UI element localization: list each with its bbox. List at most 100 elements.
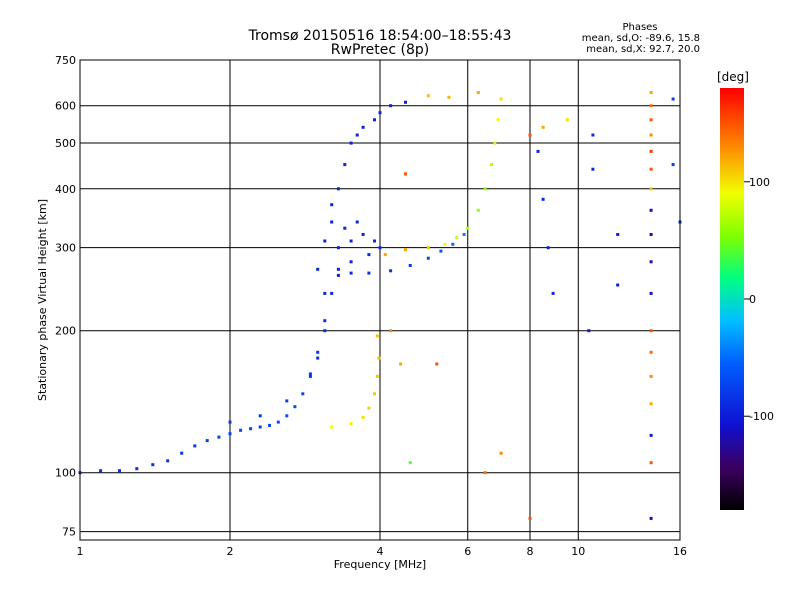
data-point: [528, 133, 532, 137]
data-point: [649, 118, 653, 122]
data-point: [375, 374, 379, 378]
data-point: [349, 271, 353, 275]
data-point: [439, 249, 443, 253]
data-point: [447, 95, 451, 99]
chart-subtitle: RwPretec (8p): [330, 42, 430, 58]
data-point: [377, 356, 381, 360]
y-tick-label: 100: [55, 467, 76, 480]
x-axis-label: Frequency [MHz]: [334, 558, 426, 571]
data-point: [649, 461, 653, 465]
data-point: [404, 100, 407, 104]
y-tick-label: 600: [55, 100, 76, 113]
data-point: [258, 425, 262, 429]
data-point: [343, 226, 347, 230]
data-point: [591, 133, 595, 137]
data-point: [476, 91, 480, 94]
y-tick-label: 400: [55, 183, 76, 196]
data-point: [389, 329, 393, 333]
data-point: [373, 118, 376, 122]
data-point: [404, 172, 407, 176]
data-point: [336, 273, 340, 277]
plot-frame: [79, 59, 681, 541]
data-point: [301, 392, 305, 396]
data-point: [649, 167, 653, 171]
data-point: [355, 220, 359, 224]
data-point: [649, 233, 653, 236]
data-point: [671, 97, 675, 101]
data-point: [330, 291, 334, 295]
data-point: [649, 329, 653, 333]
x-tick-label: 2: [227, 545, 234, 558]
data-point: [383, 253, 387, 257]
data-point: [649, 187, 653, 191]
colorbar-ticks: 100 0 -100: [744, 176, 774, 423]
data-point: [336, 187, 340, 191]
data-point: [528, 516, 532, 520]
data-point: [671, 163, 675, 167]
data-point: [276, 420, 280, 424]
data-point: [499, 97, 503, 101]
data-point: [496, 118, 500, 122]
data-point: [361, 415, 365, 419]
colorbar-tick-label: 100: [749, 176, 770, 189]
colorbar-unit: [deg]: [717, 70, 749, 84]
data-point: [649, 208, 653, 212]
data-point: [649, 516, 653, 520]
data-point: [483, 187, 487, 191]
data-point: [285, 399, 289, 403]
data-point: [249, 427, 253, 431]
data-point: [616, 233, 620, 236]
data-point: [285, 414, 289, 418]
data-point: [293, 405, 297, 409]
y-tick-labels: 75 100 200 300 400 500 600 750: [55, 54, 76, 539]
x-tick-labels: 1 2 4 6 8 10 16: [77, 545, 688, 558]
data-point: [499, 451, 503, 455]
y-tick-label: 300: [55, 242, 76, 255]
x-tick-label: 10: [571, 545, 585, 558]
y-tick-label: 500: [55, 137, 76, 150]
x-tick-label: 1: [77, 545, 84, 558]
data-point: [349, 260, 353, 264]
data-point: [316, 267, 320, 271]
data-point: [180, 451, 184, 455]
data-point: [316, 356, 320, 360]
data-point: [336, 246, 340, 250]
data-point: [316, 350, 320, 354]
stats-o-mode: mean, sd,O: -89.6, 15.8: [581, 33, 700, 44]
data-point: [649, 91, 653, 94]
data-point: [649, 402, 653, 406]
data-point: [330, 425, 334, 429]
data-point: [399, 362, 403, 366]
x-tick-label: 16: [673, 545, 687, 558]
data-point: [349, 239, 353, 243]
data-point: [330, 220, 334, 224]
data-point: [373, 392, 376, 396]
stats-title: Phases: [622, 22, 658, 33]
data-point: [118, 469, 121, 473]
data-point: [349, 141, 353, 145]
data-point: [587, 329, 591, 333]
data-point: [330, 203, 334, 207]
data-point: [649, 433, 653, 437]
data-point: [166, 459, 170, 463]
colorbar: [720, 88, 744, 510]
data-point: [546, 246, 550, 250]
data-point: [355, 133, 359, 137]
data-point: [361, 125, 365, 129]
data-point: [205, 439, 209, 443]
data-point: [361, 233, 365, 236]
data-point: [649, 350, 653, 354]
grid: [80, 60, 680, 540]
data-point: [268, 423, 271, 427]
data-point: [239, 428, 243, 432]
data-point: [378, 246, 382, 250]
data-point: [649, 291, 653, 295]
data-point: [99, 469, 103, 473]
data-point: [565, 118, 569, 122]
data-point: [451, 242, 455, 246]
data-point: [343, 163, 347, 167]
data-point: [490, 163, 494, 167]
data-point: [367, 271, 371, 275]
data-point: [336, 267, 340, 271]
